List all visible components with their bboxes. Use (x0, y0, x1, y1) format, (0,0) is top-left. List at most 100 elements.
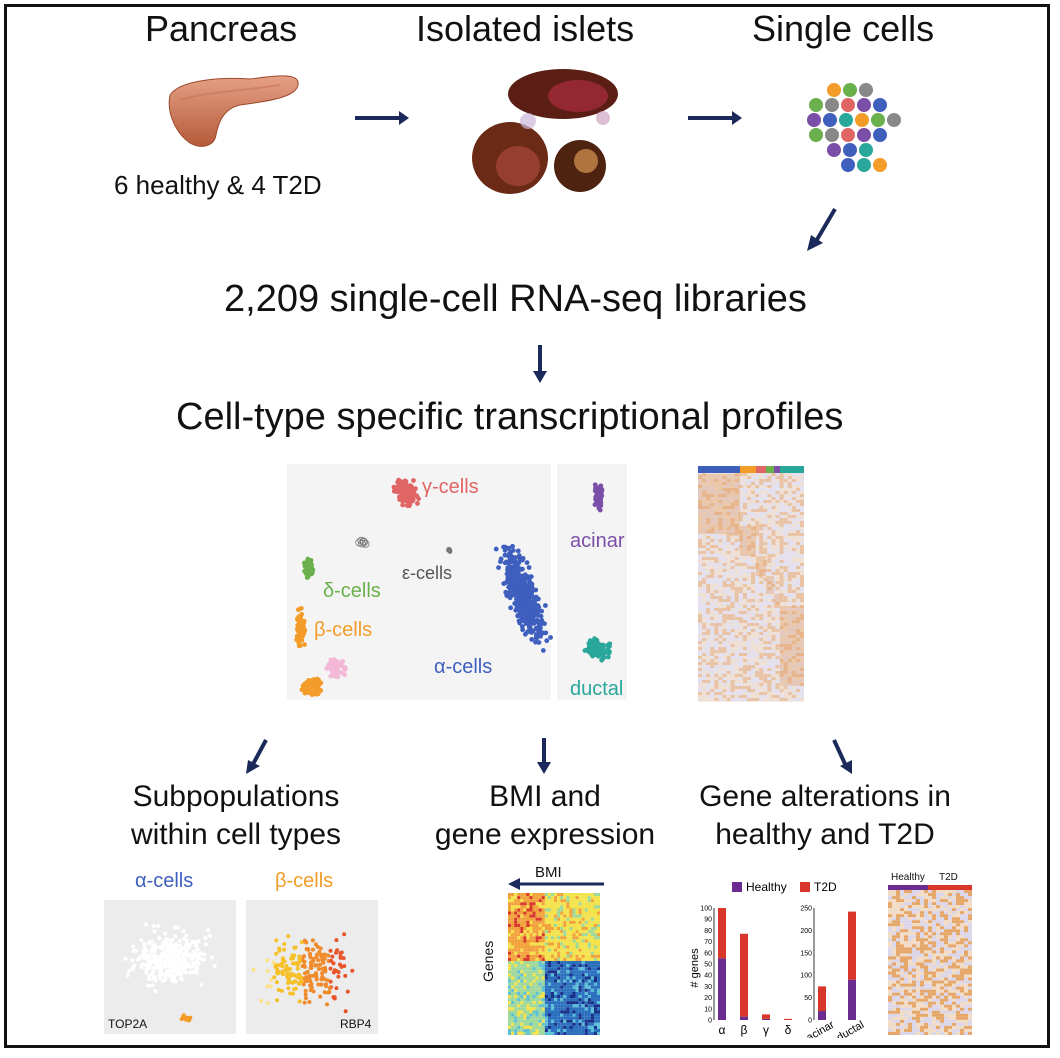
bmi-heatmap-cell (541, 936, 545, 940)
heatmap-cell (751, 680, 756, 684)
bmi-heatmap-cell (514, 960, 518, 965)
beta-cluster-point (297, 643, 303, 649)
heatmap-cell (795, 653, 801, 657)
heatmap-cell (791, 623, 796, 627)
bmi-heatmap-cell (584, 902, 588, 906)
heatmap-cell (726, 491, 731, 495)
heatmap-cell (734, 623, 739, 627)
bmi-heatmap-cell (526, 926, 530, 931)
heatmap-cell (726, 650, 731, 654)
heatmap-cell (722, 560, 727, 564)
alpha-cluster-point (518, 595, 524, 601)
x-tick-label: δ (785, 1023, 792, 1037)
heatmap-cell (746, 596, 752, 600)
heatmap-cell (718, 500, 723, 504)
bmi-heatmap-cell (547, 1013, 552, 1017)
heatmap-cell (734, 509, 739, 513)
heatmap-cell (759, 656, 764, 660)
bmi-heatmap-cell (563, 936, 567, 940)
bmi-heatmap-cell (535, 960, 539, 965)
heatmap-cell (779, 626, 784, 630)
heatmap-cell (759, 557, 764, 561)
bmi-heatmap-cell (538, 1007, 542, 1011)
heatmap-cell (751, 689, 756, 693)
heatmap-cell (767, 692, 772, 696)
heatmap-cell (722, 524, 727, 528)
cell-type-bar (766, 466, 774, 473)
heatmap-cell (787, 635, 792, 639)
bmi-heatmap-cell (520, 1013, 524, 1017)
bmi-heatmap-cell (523, 979, 527, 983)
heatmap-cell (755, 623, 760, 627)
bmi-heatmap-cell (508, 899, 512, 903)
bmi-heatmap-cell (566, 1001, 570, 1005)
alpha-subpop-point (153, 989, 158, 994)
heatmap-cell (795, 506, 801, 510)
rbp4-point (327, 989, 332, 994)
heatmap-cell (787, 659, 792, 663)
heatmap-cell (751, 473, 756, 477)
bmi-heatmap-cell (550, 926, 555, 931)
bmi-heatmap-cell (581, 1032, 585, 1035)
heatmap-cell (746, 482, 752, 486)
bmi-heatmap-cell (575, 939, 579, 943)
heatmap-cell (714, 599, 719, 603)
bmi-heatmap-cell (581, 926, 585, 931)
heatmap-cell (698, 647, 703, 651)
bmi-heatmap-cell (523, 899, 527, 903)
bmi-heatmap-cell (590, 905, 594, 909)
bmi-heatmap-cell (563, 917, 567, 921)
heatmap-cell (783, 527, 788, 531)
heatmap-cell (734, 551, 739, 555)
heatmap-cell (800, 488, 804, 492)
heatmap-cell (706, 503, 711, 507)
heatmap-cell (726, 479, 731, 483)
bmi-heatmap-cell (584, 948, 588, 952)
bmi-heatmap-cell (578, 951, 582, 955)
heatmap-cell (755, 641, 760, 645)
bmi-heatmap-cell (560, 893, 564, 897)
bmi-heatmap-cell (526, 914, 530, 918)
heatmap-cell (787, 596, 792, 600)
heatmap-cell (787, 692, 792, 696)
heatmap-cell (775, 602, 780, 606)
heatmap-cell (767, 503, 772, 507)
heatmap-cell (726, 659, 731, 663)
heatmap-cell (783, 686, 788, 690)
heatmap-cell (710, 587, 715, 591)
heatmap-cell (738, 494, 743, 498)
bmi-heatmap-cell (587, 1022, 591, 1026)
heatmap-cell (710, 491, 715, 495)
heatmap-cell (791, 677, 796, 681)
heatmap-cell (722, 521, 727, 525)
cell-dot (827, 143, 841, 157)
heatmap-cell (751, 506, 756, 510)
heatmap-cell (751, 641, 756, 645)
heatmap-cell (718, 473, 723, 477)
bmi-heatmap-cell (587, 1025, 591, 1029)
heatmap-cell (779, 572, 784, 576)
heatmap-cell (718, 530, 723, 534)
heatmap-cell (742, 668, 747, 672)
heatmap-cell (763, 614, 768, 618)
bmi-heatmap-cell (593, 1001, 598, 1005)
bmi-heatmap-cell (547, 1001, 552, 1005)
rbp4-point (329, 958, 334, 963)
bmi-heatmap-cell (517, 893, 521, 897)
heatmap-cell (698, 503, 703, 507)
heatmap-cell (730, 605, 735, 609)
heatmap-cell (730, 629, 735, 633)
heatmap-cell (718, 605, 723, 609)
bmi-heatmap-cell (584, 893, 588, 897)
alpha-cluster-point (525, 617, 531, 623)
heatmap-cell (775, 554, 780, 558)
beta-cluster-point (299, 621, 305, 627)
bmi-heatmap-cell (560, 926, 564, 931)
bmi-heatmap-cell (566, 973, 570, 977)
heatmap-cell (718, 566, 723, 570)
heatmap-cell (746, 512, 752, 516)
heatmap-cell (775, 500, 780, 504)
heatmap-cell (738, 695, 743, 699)
heatmap-cell (767, 677, 772, 681)
heatmap-cell (702, 671, 707, 675)
